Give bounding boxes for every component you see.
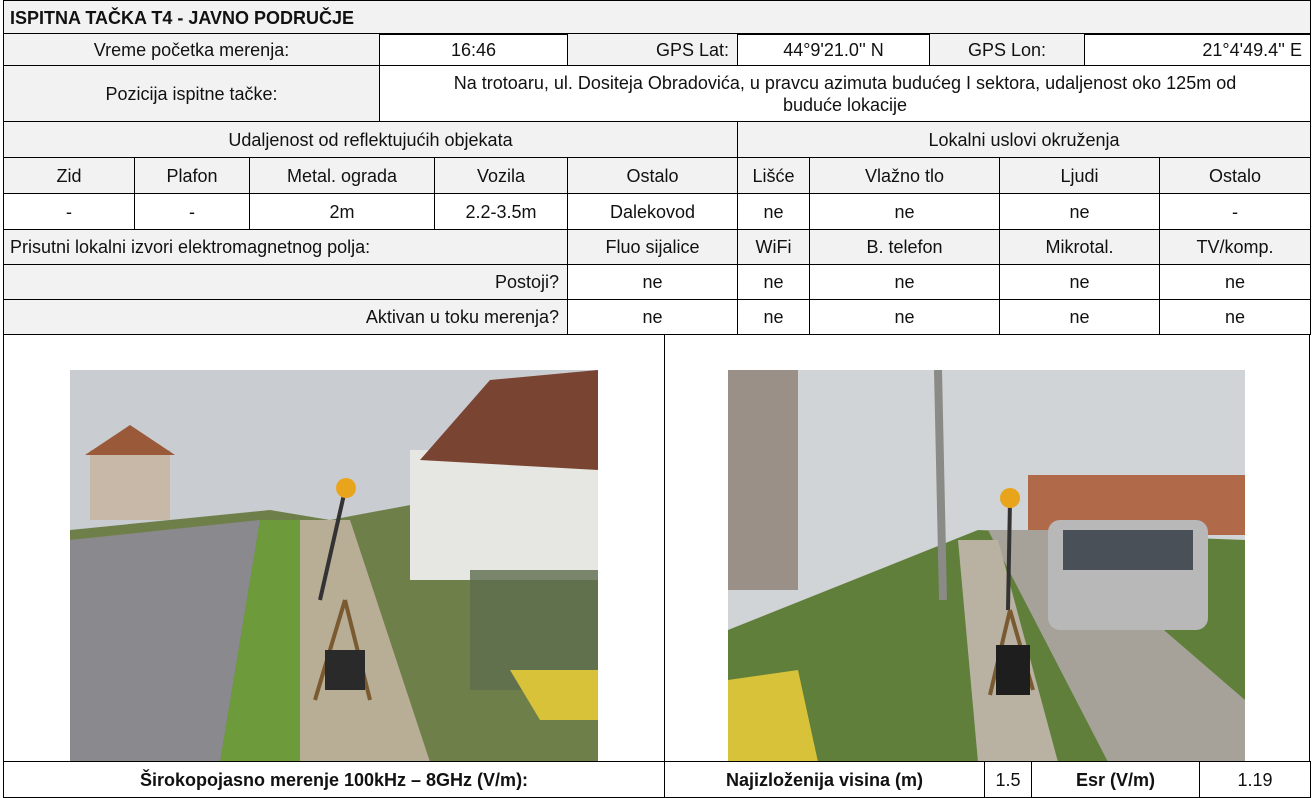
value: ne xyxy=(809,193,1000,230)
column-header: Mikrotal. xyxy=(999,229,1160,265)
value: ne xyxy=(1159,299,1311,335)
column-header: Fluo sijalice xyxy=(567,229,738,265)
label: Esr (V/m) xyxy=(1031,761,1200,798)
row-label: Aktivan u toku merenja? xyxy=(3,299,568,335)
column-header: Vozila xyxy=(434,157,568,194)
value: 1.5 xyxy=(984,761,1032,798)
value: ne xyxy=(567,299,738,335)
page: ISPITNA TAČKA T4 - JAVNO PODRUČJEVreme p… xyxy=(0,0,1312,798)
photo-right xyxy=(728,370,1245,762)
column-header: Ljudi xyxy=(999,157,1160,194)
value: ne xyxy=(809,264,1000,300)
label: Vreme početka merenja: xyxy=(3,33,380,66)
column-header: TV/komp. xyxy=(1159,229,1311,265)
column-header: Ostalo xyxy=(1159,157,1311,194)
section-header: Udaljenost od reflektujućih objekata xyxy=(3,121,738,158)
label: GPS Lon: xyxy=(929,33,1085,66)
value: 1.19 xyxy=(1199,761,1311,798)
column-header: Lišće xyxy=(737,157,810,194)
title: ISPITNA TAČKA T4 - JAVNO PODRUČJE xyxy=(3,0,1311,35)
photo-left xyxy=(70,370,598,762)
column-header: B. telefon xyxy=(809,229,1000,265)
value: ne xyxy=(999,264,1160,300)
value: ne xyxy=(737,193,810,230)
column-header: Plafon xyxy=(134,157,250,194)
value: Na trotoaru, ul. Dositeja Obradovića, u … xyxy=(379,65,1311,122)
section-header: Lokalni uslovi okruženja xyxy=(737,121,1311,158)
label: Pozicija ispitne tačke: xyxy=(3,65,380,122)
value: 44°9'21.0'' N xyxy=(737,33,930,66)
value: - xyxy=(3,193,135,230)
value: ne xyxy=(1159,264,1311,300)
value: ne xyxy=(737,264,810,300)
value: 2m xyxy=(249,193,435,230)
section-header: Prisutni lokalni izvori elektromagnetnog… xyxy=(3,229,568,265)
label: Najizloženija visina (m) xyxy=(664,761,985,798)
value: - xyxy=(134,193,250,230)
column-header: Ostalo xyxy=(567,157,738,194)
value: 16:46 xyxy=(379,33,568,66)
value: ne xyxy=(737,299,810,335)
measurement-label: Širokopojasno merenje 100kHz – 8GHz (V/m… xyxy=(3,761,665,798)
value: ne xyxy=(567,264,738,300)
value: 2.2-3.5m xyxy=(434,193,568,230)
value: Dalekovod xyxy=(567,193,738,230)
label: GPS Lat: xyxy=(567,33,738,66)
value: ne xyxy=(999,299,1160,335)
row-label: Postoji? xyxy=(3,264,568,300)
column-header: Metal. ograda xyxy=(249,157,435,194)
value: - xyxy=(1159,193,1311,230)
value: 21°4'49.4'' E xyxy=(1084,33,1311,66)
column-header: Zid xyxy=(3,157,135,194)
value: ne xyxy=(809,299,1000,335)
column-header: WiFi xyxy=(737,229,810,265)
value: ne xyxy=(999,193,1160,230)
column-header: Vlažno tlo xyxy=(809,157,1000,194)
